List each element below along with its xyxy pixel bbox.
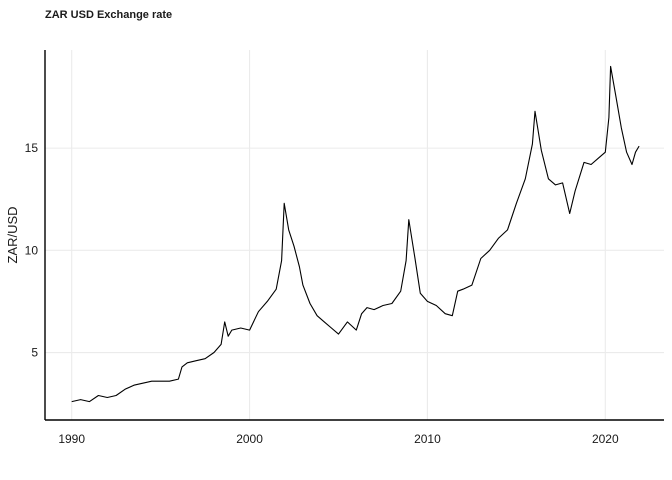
y-tick-label: 5: [31, 346, 38, 360]
exchange-rate-line: [71, 65, 640, 403]
y-tick-label: 10: [25, 243, 39, 257]
y-tick-label: 15: [25, 141, 39, 155]
y-axis-label: ZAR/USD: [5, 206, 20, 263]
x-tick-label: 2010: [414, 432, 441, 446]
x-tick-label: 2020: [592, 432, 619, 446]
series-layer: [71, 65, 640, 403]
grid-lines: [45, 50, 664, 420]
chart-title: ZAR USD Exchange rate: [45, 9, 172, 21]
x-tick-label: 1990: [58, 432, 85, 446]
x-tick-label: 2000: [236, 432, 263, 446]
tick-labels: 1990 2000 2010 2020 5 10 15: [25, 141, 619, 446]
